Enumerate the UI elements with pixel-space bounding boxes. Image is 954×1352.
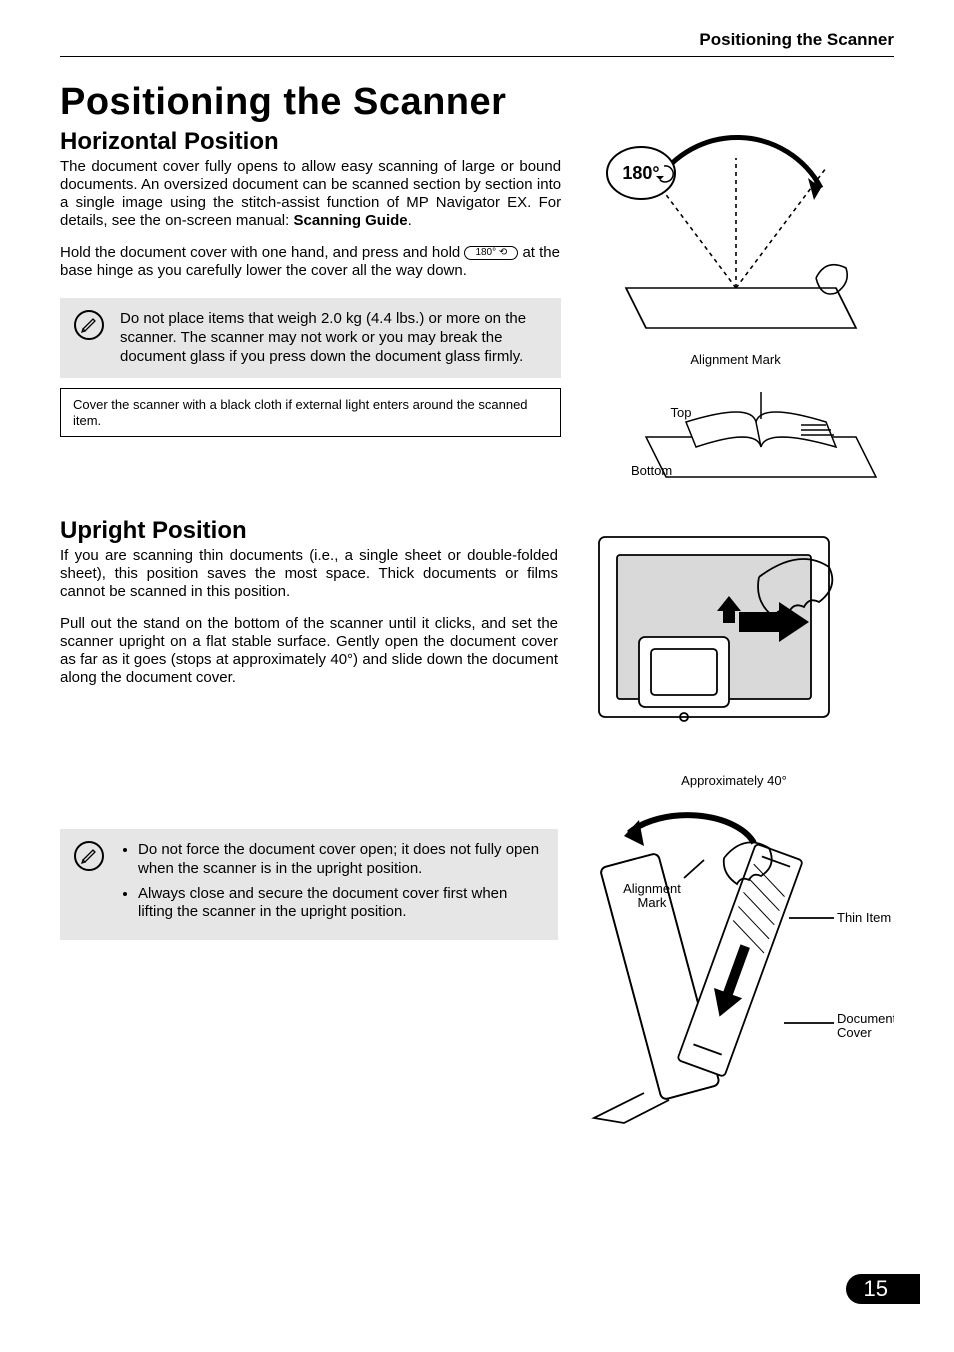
note-text: Do not place items that weigh 2.0 kg (4.… — [120, 310, 547, 366]
label-alignment-mark: Alignment Mark — [690, 352, 780, 367]
note-icon — [74, 310, 104, 340]
figure-horizontal: 180° Alignment Mark Top Bottom — [577, 128, 894, 487]
label-approx-40: Approximately 40° — [681, 773, 787, 788]
figure-book-svg: Top Bottom — [586, 367, 886, 487]
note-item: Always close and secure the document cov… — [138, 885, 544, 923]
label-document-cover: DocumentCover — [837, 1011, 894, 1040]
figure-upright: Approximately 40° — [574, 517, 894, 1128]
page-title: Positioning the Scanner — [60, 81, 894, 124]
section-title-horizontal: Horizontal Position — [60, 128, 561, 156]
running-header: Positioning the Scanner — [60, 30, 894, 57]
figure-stand-svg — [579, 517, 889, 757]
hinge-button-icon: 180° ⟲ — [464, 246, 518, 260]
note-item: Do not force the document cover open; it… — [138, 841, 544, 879]
label-bottom: Bottom — [631, 463, 672, 478]
figure-upright-svg: AlignmentMark Thin Item DocumentCover — [574, 788, 894, 1128]
label-thin-item: Thin Item — [837, 910, 891, 925]
note-icon — [74, 841, 104, 871]
badge-180: 180° — [622, 163, 659, 183]
label-top: Top — [670, 405, 691, 420]
section-title-upright: Upright Position — [60, 517, 558, 545]
note-text: Do not force the document cover open; it… — [120, 841, 544, 928]
page-number: 15 — [846, 1274, 900, 1304]
horizontal-para1: The document cover fully opens to allow … — [60, 158, 561, 230]
upright-para2: Pull out the stand on the bottom of the … — [60, 615, 558, 687]
section-horizontal: Horizontal Position The document cover f… — [60, 128, 894, 487]
warning-note-horizontal: Do not place items that weigh 2.0 kg (4.… — [60, 298, 561, 378]
horizontal-para2: Hold the document cover with one hand, a… — [60, 244, 561, 280]
figure-180-svg: 180° — [586, 128, 886, 348]
section-upright: Upright Position If you are scanning thi… — [60, 517, 894, 1128]
upright-para1: If you are scanning thin documents (i.e.… — [60, 547, 558, 601]
scanning-guide-ref: Scanning Guide — [293, 212, 407, 229]
tip-box-horizontal: Cover the scanner with a black cloth if … — [60, 388, 561, 437]
warning-note-upright: Do not force the document cover open; it… — [60, 829, 558, 940]
text: Hold the document cover with one hand, a… — [60, 244, 464, 261]
text: . — [408, 212, 412, 229]
